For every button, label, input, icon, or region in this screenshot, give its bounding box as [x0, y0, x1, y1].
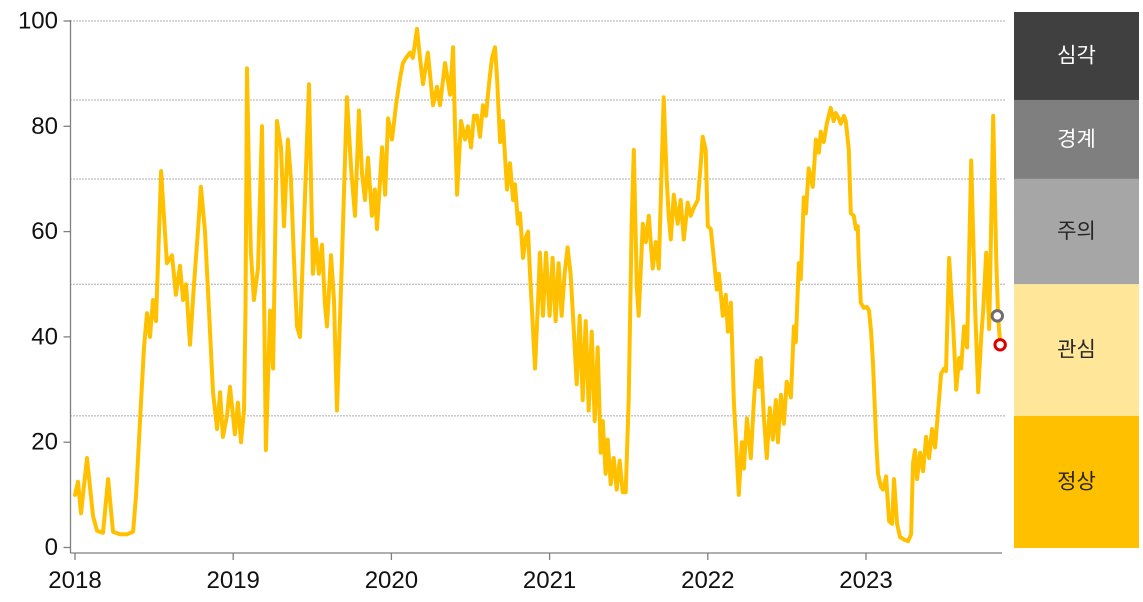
- risk-band-label-0: 심각: [1057, 44, 1096, 67]
- y-tick-label-100: 100: [18, 8, 58, 35]
- gray-marker: [990, 309, 1005, 323]
- x-tick-label-2023: 2023: [839, 567, 892, 594]
- risk-band-4: [1014, 415, 1139, 548]
- y-tick-label-20: 20: [31, 429, 58, 456]
- x-tick-label-2020: 2020: [365, 567, 418, 594]
- red-marker: [993, 338, 1007, 352]
- end-markers-layer: [990, 309, 1007, 352]
- risk-band-3: [1014, 284, 1139, 416]
- x-tick-label-2019: 2019: [207, 567, 260, 594]
- risk-band-label-1: 경계: [1057, 128, 1096, 151]
- series-layer: [73, 26, 1003, 544]
- axis-labels-layer: 0 20 40 60 80 100 2018 2019 2020 2021 2022 2023: [18, 8, 893, 595]
- stress-index-line: [73, 26, 1003, 544]
- axes-layer: [63, 20, 1002, 560]
- y-tick-label-80: 80: [31, 113, 58, 140]
- risk-band-label-4: 정상: [1057, 470, 1096, 493]
- risk-band-label-2: 주의: [1057, 220, 1096, 243]
- risk-band-2: [1014, 178, 1139, 285]
- y-tick-label-40: 40: [31, 323, 58, 350]
- risk-band-1: [1014, 99, 1139, 179]
- x-tick-label-2022: 2022: [681, 567, 734, 594]
- risk-band-label-3: 관심: [1057, 339, 1096, 362]
- y-tick-label-60: 60: [31, 218, 58, 245]
- x-tick-label-2018: 2018: [48, 567, 101, 594]
- y-tick-label-0: 0: [45, 534, 58, 561]
- x-tick-label-2021: 2021: [523, 567, 576, 594]
- risk-band-0: [1014, 12, 1139, 100]
